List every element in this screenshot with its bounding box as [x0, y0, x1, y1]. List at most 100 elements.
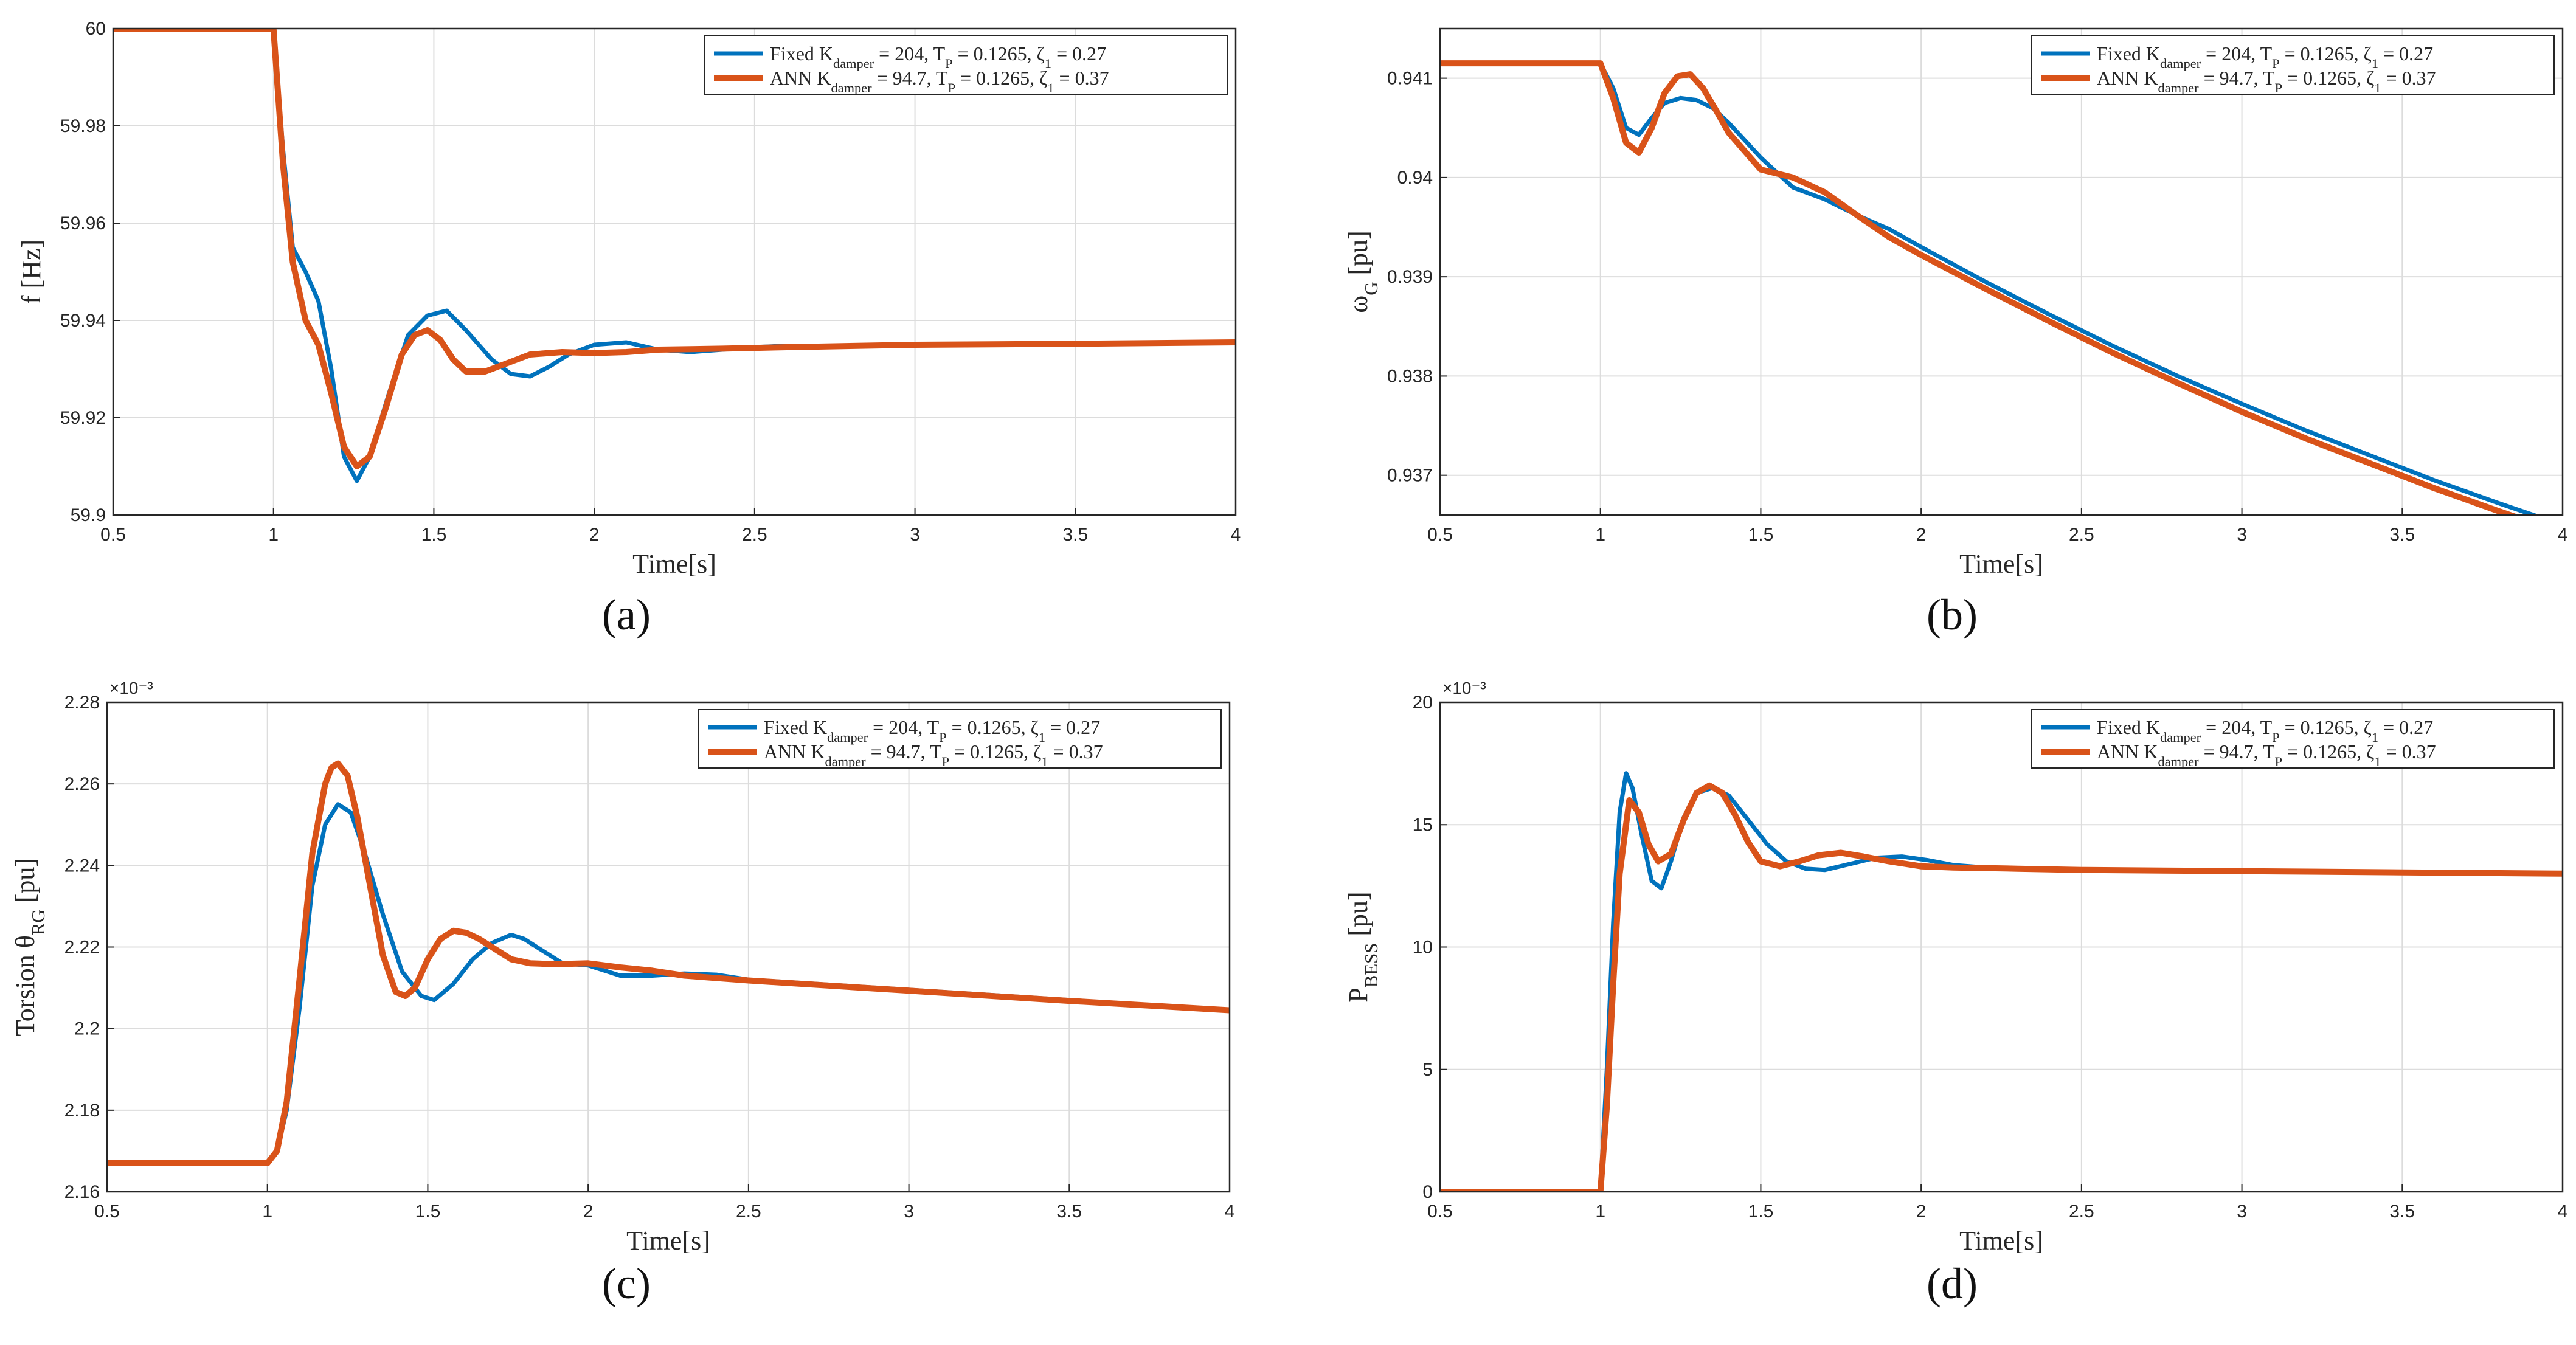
y-tick-label: 59.94 — [60, 311, 106, 331]
axes-box — [1439, 701, 2564, 1193]
y-axis-label: f [Hz] — [16, 240, 46, 304]
y-tick-label: 2.22 — [64, 938, 100, 958]
y-tick-label: 10 — [1413, 938, 1433, 958]
x-tick-label: 2 — [589, 525, 600, 545]
chart-panel-a: 0.5 1 1.5 2 2.5 3 3.5 4 59.9 59.92 59.94 59.96 59.98… — [16, 19, 1241, 639]
y-axis-label: ωG [pu] — [1343, 230, 1382, 313]
y-tick-label: 15 — [1413, 815, 1433, 835]
legend: Fixed Kdamper = 204, TP = 0.1265, ζ1 = 0… — [2031, 709, 2555, 769]
y-tick-label: 59.9 — [71, 505, 106, 525]
legend-entry-fixed: Fixed Kdamper = 204, TP = 0.1265, ζ1 = 0… — [2097, 43, 2433, 71]
y-axis-label-group: ωG [pu] — [1343, 230, 1382, 313]
x-tick-label: 3 — [910, 525, 920, 545]
legend-entry-fixed: Fixed Kdamper = 204, TP = 0.1265, ζ1 = 0… — [770, 43, 1106, 71]
legend: Fixed Kdamper = 204, TP = 0.1265, ζ1 = 0… — [698, 709, 1222, 769]
legend-entry-fixed: Fixed Kdamper = 204, TP = 0.1265, ζ1 = 0… — [764, 716, 1100, 745]
chart-panel-c: 0.5 1 1.5 2 2.5 3 3.5 4 2.16 2.18 2.2 2.22 2.24 2.26 2… — [10, 679, 1234, 1308]
series-ann-line — [107, 760, 1230, 1166]
y-tick-label: 20 — [1413, 693, 1433, 713]
x-tick-label: 3.5 — [1062, 525, 1088, 545]
chart-panel-d: 0.5 1 1.5 2 2.5 3 3.5 4 0 5 10 15 20 ×10⁻³ Time[s] PBES… — [1343, 679, 2567, 1308]
legend: Fixed Kdamper = 204, TP = 0.1265, ζ1 = 0… — [704, 35, 1228, 95]
x-tick-label: 2 — [583, 1202, 594, 1222]
y-tick-label: 0 — [1422, 1182, 1433, 1202]
y-tick-label: 0.938 — [1387, 366, 1433, 386]
y-tick-label: 5 — [1422, 1060, 1433, 1080]
x-axis-label: Time[s] — [632, 549, 716, 579]
x-axis-label: Time[s] — [1959, 1226, 2043, 1256]
x-tick-label: 1 — [262, 1202, 272, 1222]
y-tick-label: 0.941 — [1387, 69, 1433, 89]
x-tick-label: 0.5 — [1427, 1202, 1453, 1222]
y-tick-label: 0.939 — [1387, 267, 1433, 287]
y-exponent-label: ×10⁻³ — [109, 679, 153, 697]
legend-entry-fixed: Fixed Kdamper = 204, TP = 0.1265, ζ1 = 0… — [2097, 716, 2433, 745]
panel-label: (b) — [1927, 590, 1978, 639]
legend-entry-ann: ANN Kdamper = 94.7, TP = 0.1265, ζ1 = 0.… — [2097, 741, 2436, 769]
y-tick-label: 2.28 — [64, 693, 100, 713]
legend-box — [2031, 709, 2555, 769]
y-tick-label: 2.24 — [64, 856, 100, 876]
legend-box — [698, 709, 1222, 769]
x-tick-label: 2.5 — [742, 525, 767, 545]
panel-label: (a) — [602, 590, 651, 639]
panel-label: (c) — [602, 1259, 651, 1308]
x-tick-label: 1 — [1595, 1202, 1605, 1222]
y-tick-label: 59.96 — [60, 213, 106, 233]
series-ann-line — [113, 29, 1236, 469]
x-tick-label: 2.5 — [2069, 1202, 2094, 1222]
x-tick-label: 1.5 — [421, 525, 447, 545]
x-axis-label: Time[s] — [1959, 549, 2043, 579]
axes-box — [1439, 27, 2564, 516]
y-axis-label: PBESS [pu] — [1343, 891, 1382, 1002]
plot-area — [113, 29, 1236, 515]
x-tick-label: 2 — [1916, 1202, 1927, 1222]
x-tick-label: 0.5 — [1427, 525, 1453, 545]
x-tick-label: 3 — [2237, 525, 2247, 545]
x-tick-label: 1.5 — [1748, 1202, 1774, 1222]
y-tick-label: 59.98 — [60, 116, 106, 136]
legend-box — [704, 35, 1228, 95]
x-tick-label: 0.5 — [94, 1202, 120, 1222]
series-fixed-line — [1440, 61, 2540, 515]
y-tick-label: 59.92 — [60, 408, 106, 428]
x-tick-label: 4 — [1231, 525, 1241, 545]
x-tick-label: 3.5 — [1056, 1202, 1082, 1222]
y-axis-label: Torsion θRG [pu] — [10, 858, 49, 1036]
y-tick-label: 60 — [86, 19, 106, 39]
y-tick-label: 0.94 — [1397, 168, 1433, 188]
y-tick-label: 0.937 — [1387, 466, 1433, 486]
x-tick-label: 3.5 — [2389, 1202, 2415, 1222]
x-tick-label: 3.5 — [2389, 525, 2415, 545]
x-tick-label: 3 — [904, 1202, 914, 1222]
y-axis-label-group: PBESS [pu] — [1343, 891, 1382, 1002]
x-tick-label: 2.5 — [2069, 525, 2094, 545]
x-tick-label: 4 — [2558, 1202, 2568, 1222]
y-tick-label: 2.16 — [64, 1182, 100, 1202]
axes-box — [106, 701, 1231, 1193]
y-axis-label-group: Torsion θRG [pu] — [10, 858, 49, 1036]
series-ann-line — [1440, 782, 2563, 1192]
x-tick-label: 1 — [1595, 525, 1605, 545]
y-tick-label: 2.18 — [64, 1101, 100, 1121]
legend-entry-ann: ANN Kdamper = 94.7, TP = 0.1265, ζ1 = 0.… — [764, 741, 1103, 769]
legend-box — [2031, 35, 2555, 95]
axes-box — [112, 27, 1237, 516]
x-tick-label: 2 — [1916, 525, 1927, 545]
y-axis-label-group: f [Hz] — [16, 240, 46, 304]
y-exponent-label: ×10⁻³ — [1442, 679, 1486, 697]
panel-label: (d) — [1927, 1259, 1978, 1308]
x-tick-label: 1.5 — [415, 1202, 441, 1222]
x-tick-label: 4 — [1225, 1202, 1235, 1222]
x-tick-label: 1 — [268, 525, 279, 545]
x-tick-label: 4 — [2558, 525, 2568, 545]
y-tick-label: 2.2 — [74, 1019, 100, 1039]
chart-panel-b: 0.5 1 1.5 2 2.5 3 3.5 4 0.937 0.938 0.939 0.94 0.941… — [1343, 27, 2568, 639]
x-tick-label: 1.5 — [1748, 525, 1774, 545]
x-tick-label: 0.5 — [100, 525, 126, 545]
legend: Fixed Kdamper = 204, TP = 0.1265, ζ1 = 0… — [2031, 35, 2555, 95]
series-ann-line — [1440, 60, 2520, 515]
plot-area — [1440, 29, 2563, 515]
x-tick-label: 2.5 — [736, 1202, 761, 1222]
